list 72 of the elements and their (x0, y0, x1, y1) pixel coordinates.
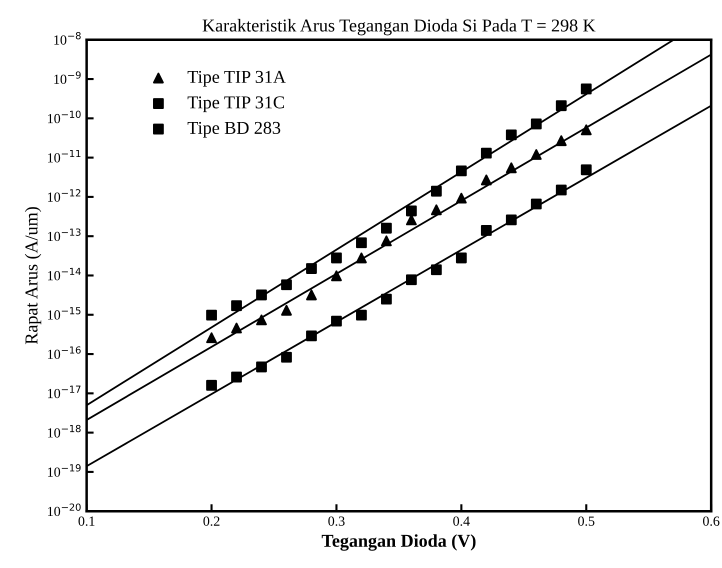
point (331, 316, 342, 327)
y-tick-label: 10$^{−10}$ (48, 110, 81, 124)
point (580, 124, 592, 136)
point (381, 294, 392, 305)
point (256, 290, 267, 300)
y-tick-label: 10$^{−17}$ (48, 386, 80, 398)
y-tick-label: 10$^{−19}$ (48, 464, 81, 477)
y-tick-label: 10$^{−20}$ (48, 503, 81, 516)
legend-label: Tipe BD 283 (188, 122, 280, 138)
point (556, 135, 567, 146)
x-tick-label: 0.3 (328, 516, 345, 526)
point (456, 252, 467, 264)
point (306, 290, 317, 300)
y-tick-label: 10$^{−16}$ (48, 346, 81, 359)
point (356, 237, 367, 248)
y-tick-label: 10$^{−13}$ (48, 228, 81, 242)
legend-label: Tipe TIP 31A (188, 70, 286, 87)
y-tick-label: 10$^{−15}$ (48, 307, 80, 320)
point (456, 165, 467, 176)
y-tick-label: 10$^{−9}$ (54, 71, 81, 84)
point (556, 100, 567, 112)
x-tick-label: 0.2 (203, 516, 220, 526)
point (206, 332, 217, 344)
point (406, 274, 417, 286)
point (506, 129, 517, 140)
point (530, 149, 542, 160)
y-axis-title: Rapat Arus (A/um) (24, 207, 42, 344)
point (530, 118, 542, 130)
x-tick-label: 0.4 (453, 516, 470, 526)
point (430, 204, 442, 216)
point (356, 252, 367, 264)
point (331, 252, 342, 264)
point (231, 372, 242, 382)
point (281, 279, 292, 290)
point (506, 162, 517, 174)
point (281, 304, 292, 316)
point (381, 235, 392, 246)
y-tick-label: 10$^{−14}$ (48, 268, 81, 280)
point (281, 352, 292, 363)
point (356, 310, 367, 321)
x-tick-label: 0.1 (78, 516, 94, 526)
point (580, 84, 592, 94)
point (480, 148, 492, 159)
legend-label: Tipe TIP 31C (188, 96, 284, 112)
y-tick-label: 10$^{−11}$ (48, 150, 80, 162)
x-tick-label: 0.6 (703, 516, 720, 526)
point (580, 164, 592, 176)
point (506, 214, 517, 226)
point (381, 222, 392, 234)
point (306, 263, 317, 274)
point (556, 184, 567, 196)
x-tick-label: 0.5 (578, 516, 594, 526)
point (430, 264, 442, 276)
point (231, 322, 242, 334)
point (430, 186, 442, 197)
point (480, 225, 492, 236)
point (306, 330, 317, 342)
point (331, 270, 342, 282)
point (456, 192, 467, 204)
point (256, 314, 267, 326)
point (231, 300, 242, 312)
y-tick-label: 10$^{−12}$ (48, 189, 80, 202)
point (256, 362, 267, 372)
y-tick-label: 10$^{−18}$ (48, 424, 81, 438)
x-axis-title: Tegangan Dioda (V) (322, 534, 476, 551)
point (480, 174, 492, 186)
point (206, 380, 217, 391)
point (206, 310, 217, 321)
chart-title: Karakteristik Arus Tegangan Dioda Si Pada T = 298 K (202, 18, 596, 36)
point (530, 198, 542, 210)
point (406, 206, 417, 216)
y-tick-label: 10$^{−8}$ (54, 32, 81, 45)
